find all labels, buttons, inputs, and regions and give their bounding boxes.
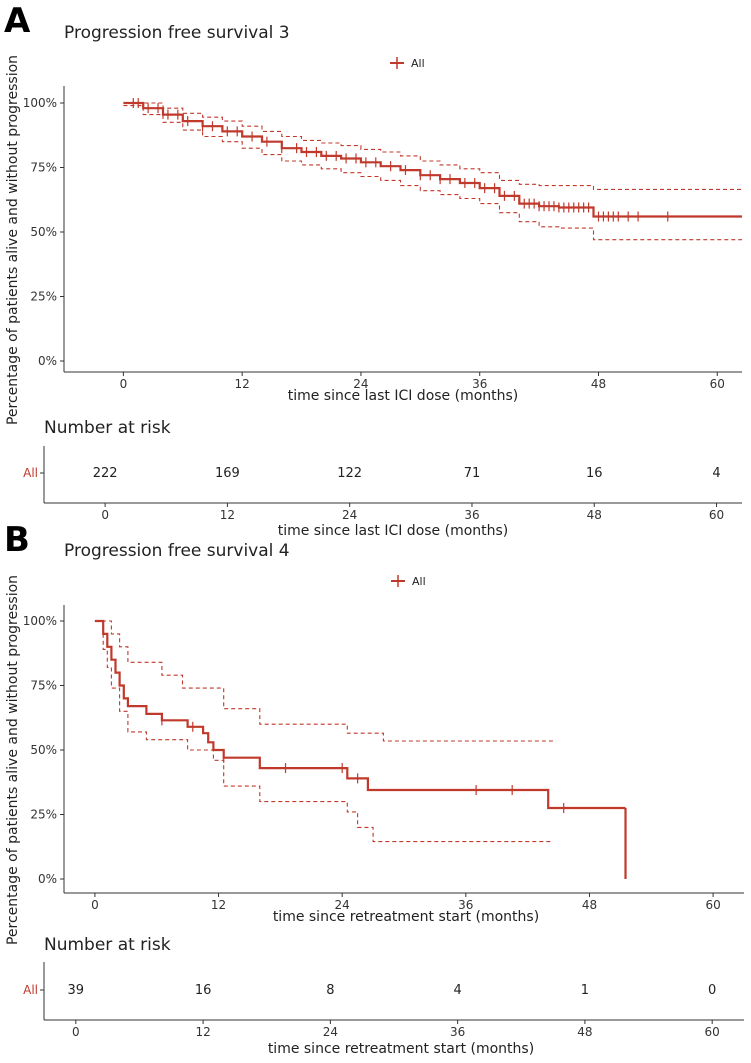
risk-x-tick-label-a: 36 bbox=[464, 508, 479, 522]
risk-count-a: 169 bbox=[215, 466, 240, 481]
risk-count-a: 122 bbox=[337, 466, 362, 481]
risk-table-x-label-b: time since retreatment start (months) bbox=[268, 1041, 534, 1057]
risk-x-tick-label-a: 48 bbox=[587, 508, 602, 522]
x-tick-label-a: 48 bbox=[591, 377, 606, 391]
risk-count-a: 222 bbox=[93, 466, 118, 481]
x-axis-label-a: time since last ICI dose (months) bbox=[288, 388, 519, 404]
upper-ci-curve-b bbox=[94, 620, 554, 742]
y-tick-label-b: 25% bbox=[30, 808, 57, 822]
legend-label-b: All bbox=[412, 575, 426, 588]
chart-title-a: Progression free survival 3 bbox=[64, 23, 290, 43]
legend-a: All bbox=[390, 57, 425, 70]
risk-count-b: 16 bbox=[195, 983, 212, 998]
y-tick-label-a: 25% bbox=[30, 290, 57, 304]
panel-letter-a: A bbox=[4, 1, 31, 41]
risk-table-title-b: Number at risk bbox=[44, 935, 171, 955]
x-tick-label-b: 12 bbox=[211, 898, 226, 912]
legend-label-a: All bbox=[411, 57, 425, 70]
risk-x-tick-label-b: 36 bbox=[450, 1025, 465, 1039]
y-axis-label-a: Percentage of patients alive and without… bbox=[5, 55, 21, 425]
legend-b: All bbox=[391, 575, 426, 588]
x-tick-label-b: 60 bbox=[705, 898, 720, 912]
survival-curve-a bbox=[123, 101, 742, 218]
x-tick-label-a: 24 bbox=[353, 377, 368, 391]
risk-strata-label-b: All bbox=[23, 983, 38, 997]
y-tick-label-b: 75% bbox=[30, 679, 57, 693]
survival-curve-b bbox=[94, 619, 626, 810]
risk-count-a: 16 bbox=[586, 466, 603, 481]
risk-count-b: 1 bbox=[581, 983, 589, 998]
x-tick-label-a: 12 bbox=[235, 377, 250, 391]
lower-ci-curve-b bbox=[94, 620, 554, 843]
y-tick-label-b: 100% bbox=[23, 614, 57, 628]
risk-x-tick-label-b: 12 bbox=[195, 1025, 210, 1039]
upper-ci-curve-a bbox=[123, 102, 742, 190]
risk-count-a: 4 bbox=[712, 466, 720, 481]
risk-x-tick-label-b: 48 bbox=[577, 1025, 592, 1039]
x-tick-label-b: 36 bbox=[458, 898, 473, 912]
x-tick-label-b: 0 bbox=[91, 898, 99, 912]
risk-x-tick-label-b: 24 bbox=[323, 1025, 338, 1039]
risk-count-b: 4 bbox=[453, 983, 461, 998]
risk-count-a: 71 bbox=[464, 466, 481, 481]
risk-x-tick-label-b: 60 bbox=[705, 1025, 720, 1039]
y-axis-label-b: Percentage of patients alive and without… bbox=[5, 575, 21, 945]
risk-x-tick-label-a: 12 bbox=[220, 508, 235, 522]
x-tick-label-b: 24 bbox=[335, 898, 350, 912]
risk-strata-label-a: All bbox=[23, 466, 38, 480]
y-tick-label-a: 75% bbox=[30, 161, 57, 175]
risk-x-tick-label-a: 60 bbox=[709, 508, 724, 522]
x-tick-label-a: 60 bbox=[710, 377, 725, 391]
y-tick-label-a: 50% bbox=[30, 225, 57, 239]
y-tick-label-a: 100% bbox=[23, 96, 57, 110]
panel-letter-b: B bbox=[4, 520, 30, 560]
y-tick-label-b: 0% bbox=[38, 872, 57, 886]
chart-title-b: Progression free survival 4 bbox=[64, 541, 290, 561]
x-tick-label-b: 48 bbox=[582, 898, 597, 912]
risk-count-b: 39 bbox=[68, 983, 85, 998]
x-axis-label-b: time since retreatment start (months) bbox=[273, 909, 539, 925]
risk-x-tick-label-a: 24 bbox=[342, 508, 357, 522]
risk-x-tick-label-b: 0 bbox=[72, 1025, 80, 1039]
x-tick-label-a: 36 bbox=[472, 377, 487, 391]
y-tick-label-b: 50% bbox=[30, 743, 57, 757]
risk-table-x-label-a: time since last ICI dose (months) bbox=[278, 523, 509, 539]
y-tick-label-a: 0% bbox=[38, 354, 57, 368]
risk-x-tick-label-a: 0 bbox=[101, 508, 109, 522]
risk-count-b: 8 bbox=[326, 983, 334, 998]
x-tick-label-a: 0 bbox=[120, 377, 128, 391]
risk-count-b: 0 bbox=[708, 983, 716, 998]
risk-table-title-a: Number at risk bbox=[44, 418, 171, 438]
lower-ci-curve-a bbox=[123, 105, 742, 241]
